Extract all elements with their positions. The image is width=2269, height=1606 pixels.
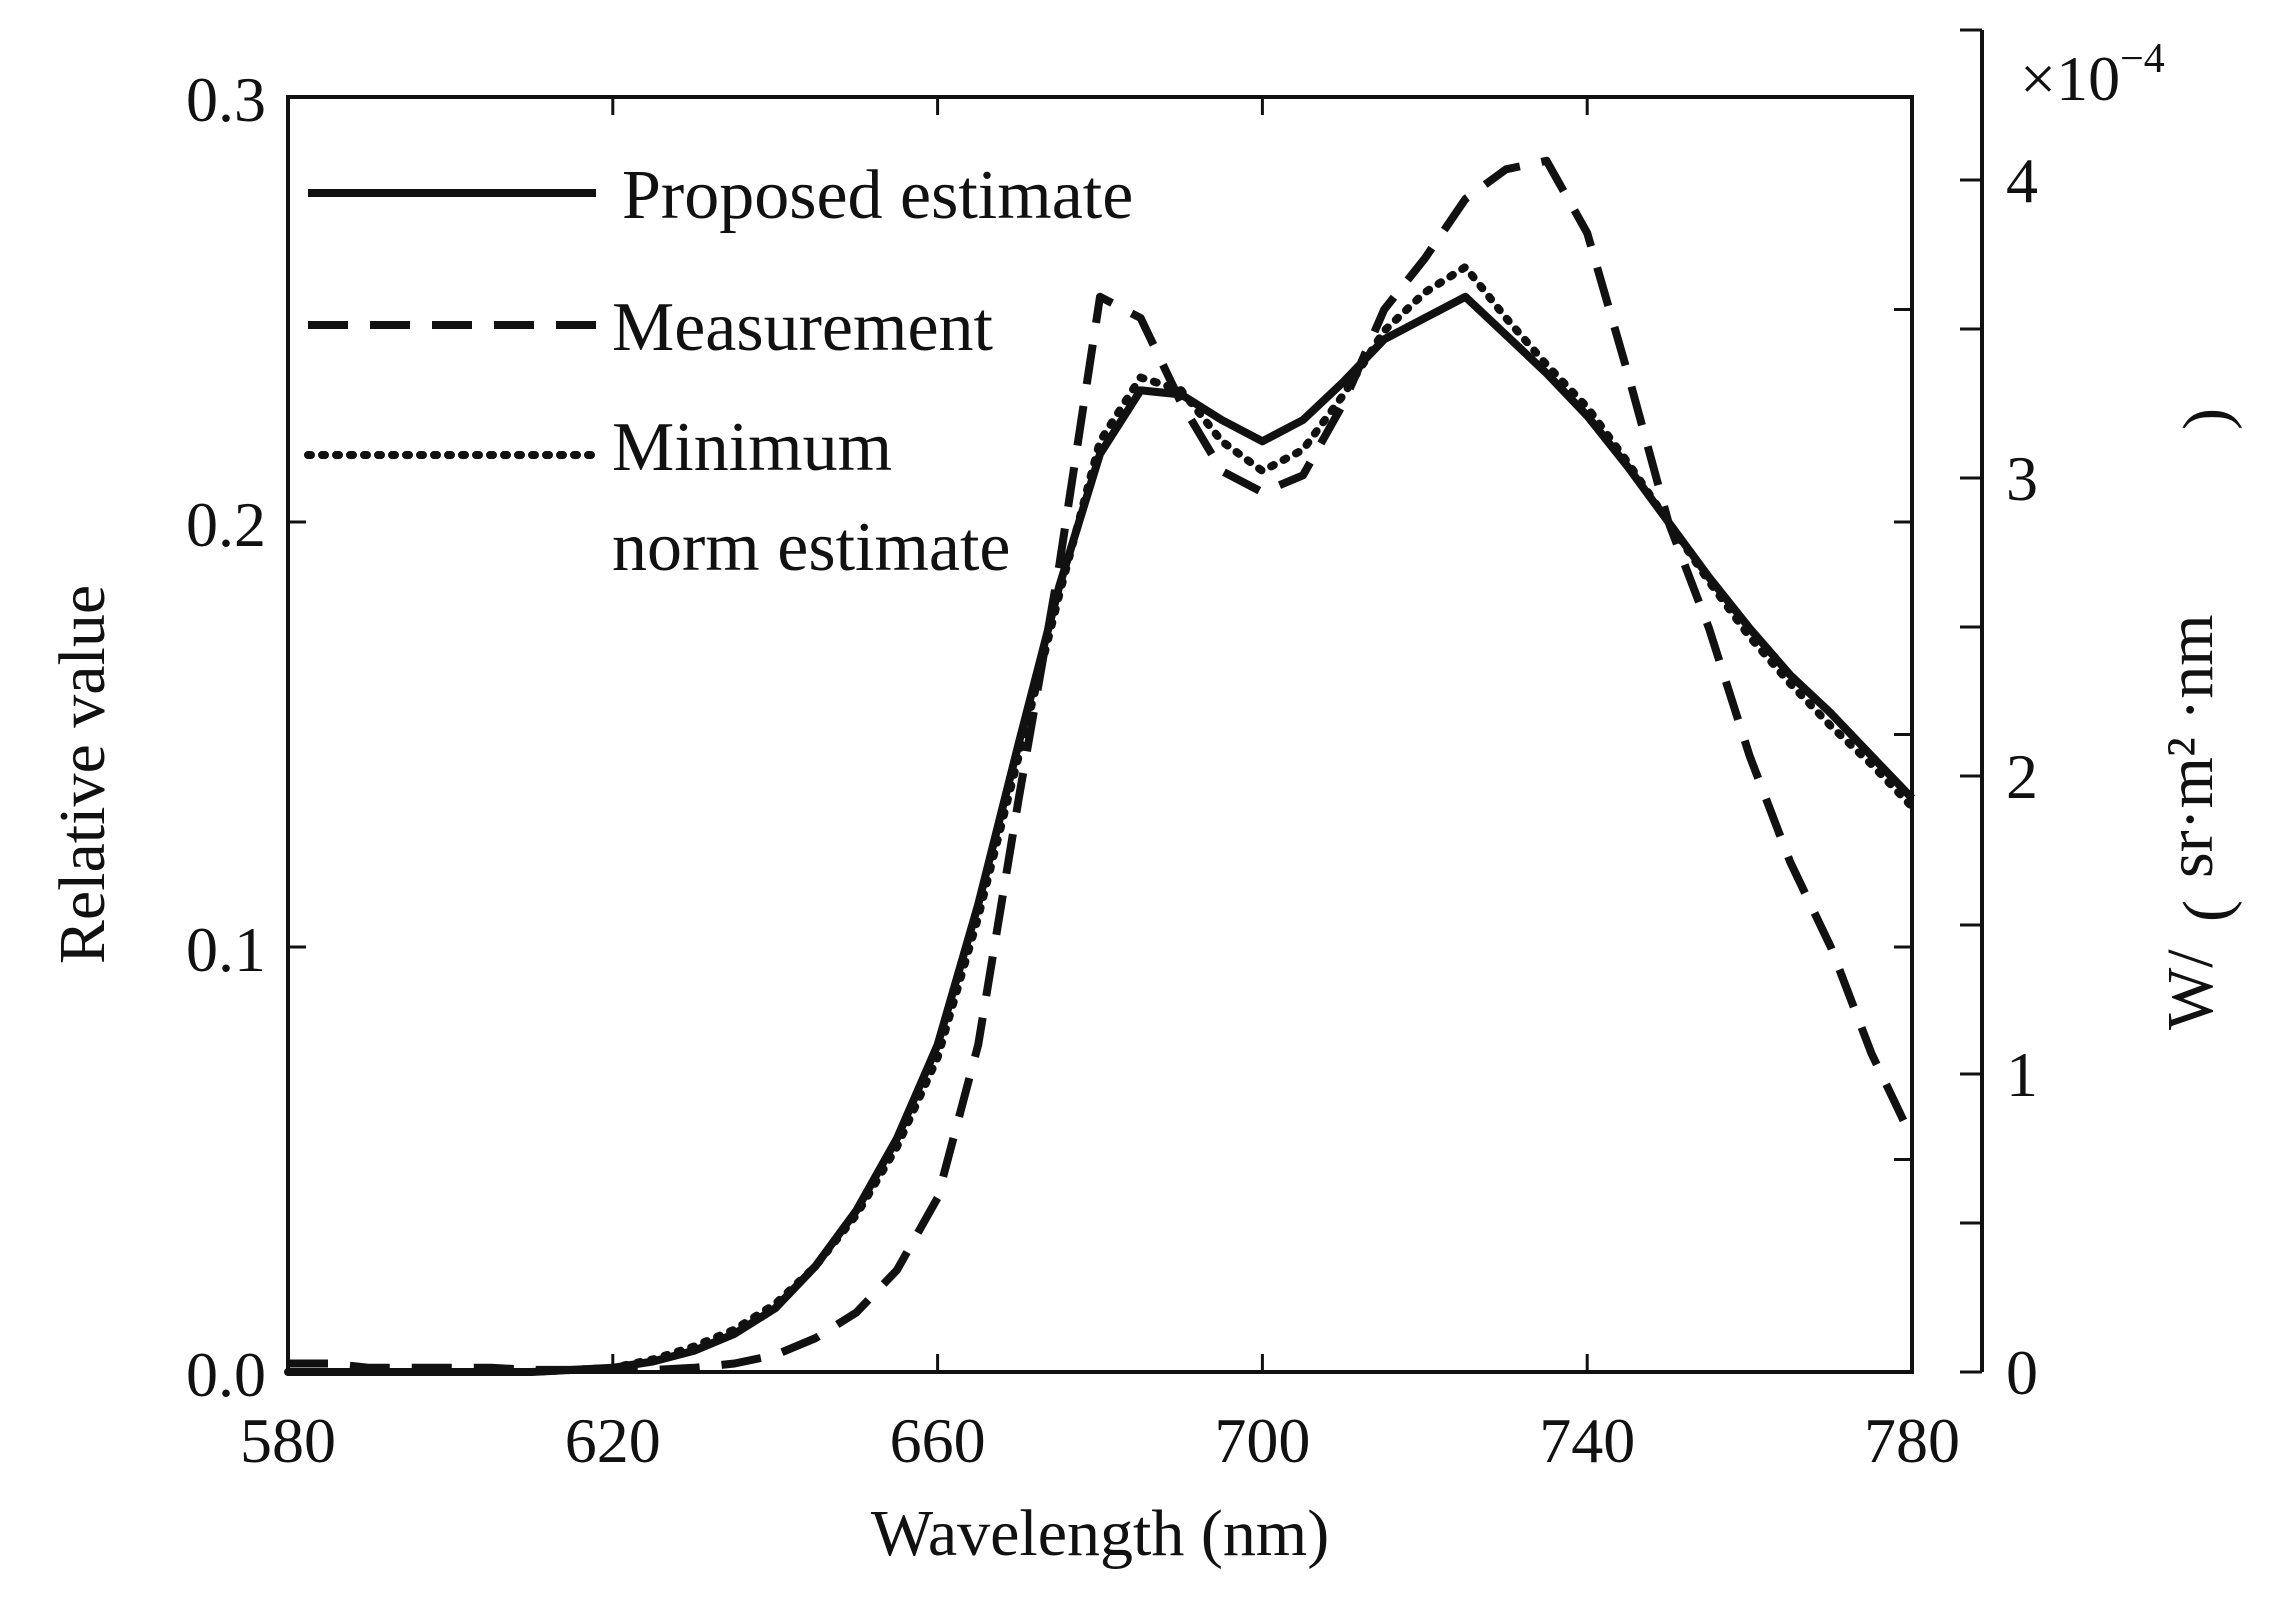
x-tick-label: 620 [565, 1405, 661, 1476]
right-axis-title-unit: sr·m² ·nm [2154, 614, 2227, 878]
right-axis-multiplier-exponent: −4 [2120, 36, 2165, 82]
series-lines [284, 156, 1916, 1376]
x-tick-label: 780 [1864, 1405, 1960, 1476]
right-axis-title-prefix: W/ [2154, 949, 2227, 1030]
x-tick-label: 740 [1539, 1405, 1635, 1476]
y-tick-label: 0.1 [186, 914, 266, 985]
right-axis-multiplier-base: ×10 [2020, 43, 2120, 114]
x-tick-label: 660 [890, 1405, 986, 1476]
y-tick-label: 0.3 [186, 64, 266, 135]
series-line-minimum-norm-estimate [284, 263, 1916, 1376]
right-y-tick-label: 1 [2006, 1039, 2038, 1110]
legend-label-minimum-norm-estimate: Minimum norm estimate [612, 409, 1011, 586]
legend-label-line-1: Minimum [612, 409, 892, 486]
right-y-tick-label: 3 [2006, 443, 2038, 514]
y-axis-title: Relative value [46, 585, 119, 964]
legend: Proposed estimate Measurement Minimum nor… [304, 157, 1133, 586]
x-axis-title: Wavelength (nm) [871, 1497, 1329, 1570]
right-axis-open-paren: ( [2170, 900, 2243, 922]
x-tick-label: 580 [240, 1405, 336, 1476]
right-y-tick-label: 0 [2006, 1337, 2038, 1408]
right-axis-close-paren: ) [2170, 408, 2243, 430]
right-axis [1960, 28, 1984, 1374]
axis-ticks [286, 95, 1914, 1374]
right-y-tick-label: 4 [2006, 145, 2038, 216]
y-tick-label: 0.2 [186, 489, 266, 560]
legend-label-measurement: Measurement [612, 289, 994, 366]
tick-labels: 580 620 660 700 740 780 0.0 0.1 0.2 0.3 0 1 2 3 4 [186, 64, 2038, 1476]
right-y-tick-label: 2 [2006, 741, 2038, 812]
right-axis-multiplier: ×10−4 [2020, 36, 2165, 114]
series-line-measurement [288, 156, 1916, 1374]
right-axis-title: W/ ( sr·m² ·nm ) [2154, 408, 2243, 1030]
legend-label-line-2: norm estimate [612, 509, 1011, 586]
y-tick-label: 0.0 [186, 1339, 266, 1410]
plot-frame [286, 95, 1914, 1374]
legend-label-proposed-estimate: Proposed estimate [622, 157, 1133, 234]
x-tick-label: 700 [1214, 1405, 1310, 1476]
